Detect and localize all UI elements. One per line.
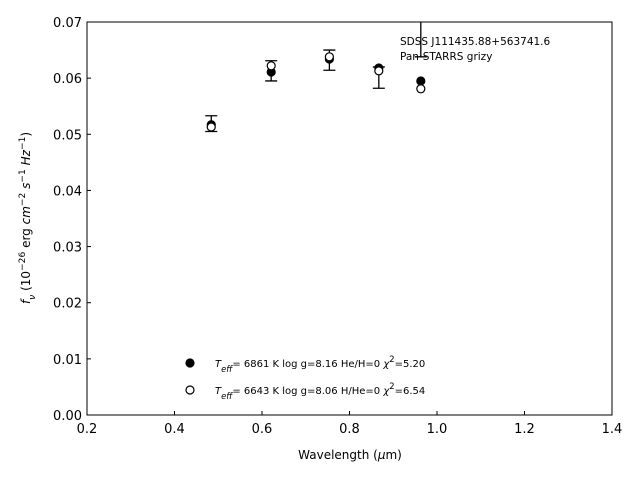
y-tick-label: 0.01 xyxy=(53,353,82,368)
label-part: m) xyxy=(385,448,401,462)
x-tick-label: 0.6 xyxy=(252,422,273,437)
point xyxy=(374,66,384,76)
label-part: Wavelength ( xyxy=(298,448,378,462)
label-part: T xyxy=(215,359,222,370)
annotation: SDSS J111435.88+563741.6 xyxy=(400,36,551,48)
legend-label: Teff= 6861 K log g=8.16 He/H=0 χ2=5.20 xyxy=(215,354,425,374)
point xyxy=(266,61,276,71)
x-tick-label: 1.0 xyxy=(427,422,448,437)
label-part: χ xyxy=(382,386,390,397)
legend-marker xyxy=(185,358,195,368)
x-axis-label: Wavelength (μm) xyxy=(298,448,402,462)
label-part: 2 xyxy=(389,354,394,364)
label-part: f xyxy=(19,298,33,304)
label-part: =6.54 xyxy=(395,386,426,397)
y-tick-label: 0.06 xyxy=(53,72,82,87)
label-part: −1 xyxy=(18,137,28,150)
legend-marker xyxy=(185,385,195,395)
label-part: (10 xyxy=(19,271,33,295)
legend-label: Teff= 6643 K log g=8.06 H/He=0 χ2=6.54 xyxy=(215,381,425,401)
x-tick-label: 0.4 xyxy=(164,422,185,437)
x-tick-label: 1.2 xyxy=(514,422,535,437)
point xyxy=(416,84,426,94)
label-part: μ xyxy=(377,448,386,462)
label-part: cm xyxy=(19,206,33,224)
y-tick-label: 0.03 xyxy=(53,241,82,256)
label-part: 2 xyxy=(389,381,394,391)
plot-frame xyxy=(86,21,613,416)
label-part: −1 xyxy=(18,169,28,182)
label-part: eff xyxy=(221,391,233,401)
annotation: Pan-STARRS grizy xyxy=(400,51,492,63)
y-tick-label: 0.05 xyxy=(53,128,82,143)
label-part: Hz xyxy=(19,149,33,165)
label-part: −26 xyxy=(18,252,28,271)
plot-area xyxy=(205,22,427,133)
label-part: s xyxy=(19,183,33,189)
x-tick-label: 0.2 xyxy=(77,422,98,437)
label-part: ν xyxy=(28,295,38,300)
y-tick-label: 0.04 xyxy=(53,184,82,199)
label-part: =5.20 xyxy=(395,359,426,370)
y-tick-label: 0.02 xyxy=(53,297,82,312)
label-part: ) xyxy=(19,132,33,137)
label-part: χ xyxy=(382,359,390,370)
label-part: eff xyxy=(221,364,233,374)
error-bar xyxy=(414,22,427,58)
label-part: = 6643 K log g=8.06 H/He=0 xyxy=(232,386,383,397)
point xyxy=(206,122,216,132)
label-part: −2 xyxy=(18,193,28,206)
x-tick-label: 0.8 xyxy=(339,422,360,437)
label-part: erg xyxy=(19,224,33,251)
label-part: = 6861 K log g=8.16 He/H=0 xyxy=(232,359,383,370)
point xyxy=(416,76,426,86)
y-axis-label: fν (10−26 erg cm−2 s−1 Hz−1) xyxy=(18,132,38,304)
point xyxy=(324,52,334,62)
y-tick-label: 0.07 xyxy=(53,16,82,31)
x-tick-label: 1.4 xyxy=(602,422,623,437)
y-tick-label: 0.00 xyxy=(53,409,82,424)
label-part: T xyxy=(215,386,222,397)
